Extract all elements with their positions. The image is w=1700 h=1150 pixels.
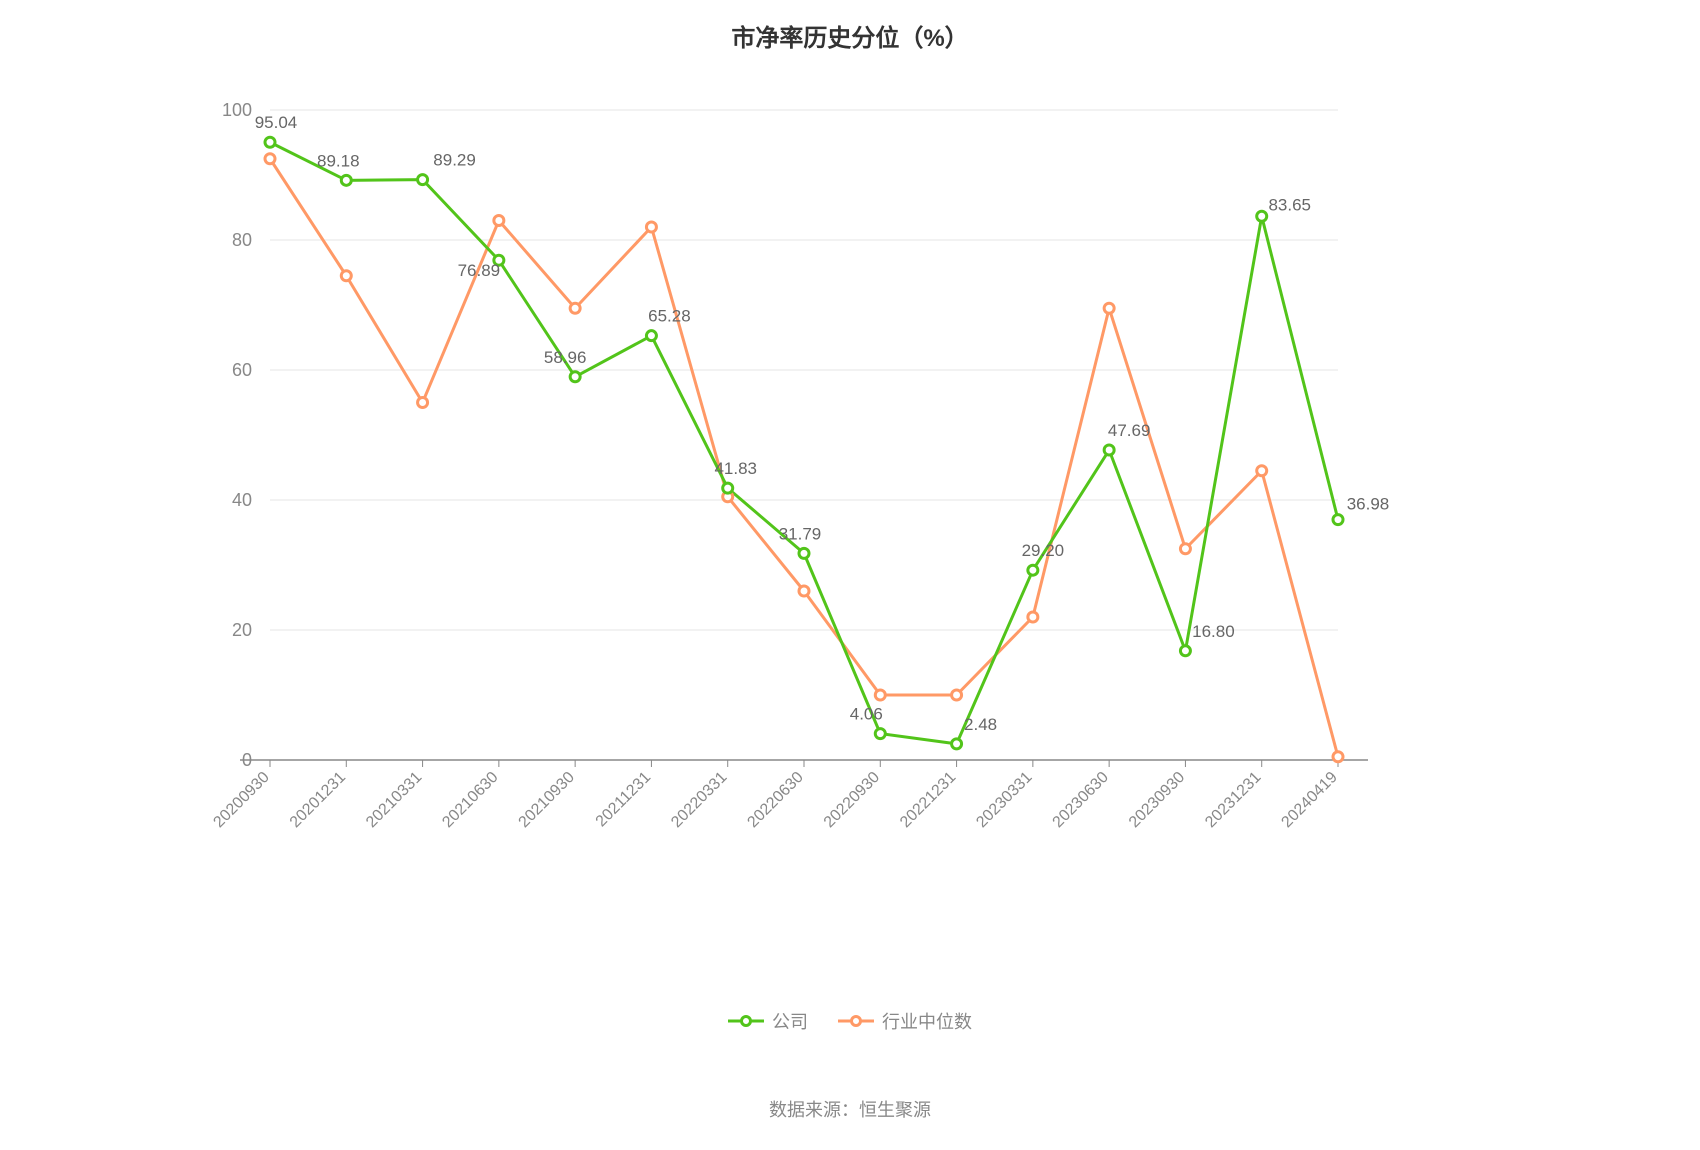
svg-text:20230930: 20230930	[1126, 769, 1188, 831]
svg-text:31.79: 31.79	[779, 524, 822, 543]
data-source: 数据来源：恒生聚源	[769, 1096, 931, 1122]
svg-text:100: 100	[222, 100, 252, 120]
svg-text:47.69: 47.69	[1108, 421, 1151, 440]
svg-text:83.65: 83.65	[1268, 195, 1311, 214]
svg-text:29.20: 29.20	[1022, 541, 1065, 560]
chart-container: 市净率历史分位（%） 02040608010020200930202012312…	[0, 0, 1700, 1150]
svg-text:20220630: 20220630	[744, 769, 806, 831]
svg-text:20220930: 20220930	[821, 769, 883, 831]
svg-text:76.89: 76.89	[458, 261, 501, 280]
line-chart: 0204060801002020093020201231202103312021…	[0, 0, 1700, 960]
svg-text:60: 60	[232, 360, 252, 380]
svg-text:20210930: 20210930	[516, 769, 578, 831]
legend-item-industry[interactable]: 行业中位数	[838, 1008, 972, 1034]
svg-text:2.48: 2.48	[964, 715, 997, 734]
svg-text:40: 40	[232, 490, 252, 510]
svg-text:58.96: 58.96	[544, 348, 587, 367]
svg-text:20221231: 20221231	[897, 769, 959, 831]
svg-text:89.29: 89.29	[433, 151, 476, 170]
svg-text:41.83: 41.83	[714, 459, 757, 478]
legend-marker-industry	[838, 1014, 874, 1028]
svg-text:80: 80	[232, 230, 252, 250]
svg-text:89.18: 89.18	[317, 151, 360, 170]
svg-text:4.06: 4.06	[850, 705, 883, 724]
svg-text:20201231: 20201231	[287, 769, 349, 831]
legend-item-company[interactable]: 公司	[728, 1008, 808, 1034]
legend-label-company: 公司	[772, 1008, 808, 1034]
legend: 公司 行业中位数	[728, 1008, 972, 1034]
svg-text:20230331: 20230331	[973, 769, 1035, 831]
svg-text:20211231: 20211231	[593, 769, 655, 831]
svg-text:36.98: 36.98	[1347, 495, 1390, 514]
svg-text:20230630: 20230630	[1050, 769, 1112, 831]
svg-text:20210331: 20210331	[363, 769, 425, 831]
svg-text:95.04: 95.04	[255, 113, 298, 132]
svg-text:16.80: 16.80	[1192, 622, 1235, 641]
svg-text:20240419: 20240419	[1278, 769, 1340, 831]
legend-label-industry: 行业中位数	[882, 1008, 972, 1034]
chart-title: 市净率历史分位（%）	[731, 18, 968, 53]
svg-text:20220331: 20220331	[668, 769, 730, 831]
legend-marker-company	[728, 1014, 764, 1028]
svg-text:20231231: 20231231	[1202, 769, 1264, 831]
svg-text:20210630: 20210630	[439, 769, 501, 831]
svg-text:20: 20	[232, 620, 252, 640]
svg-text:65.28: 65.28	[648, 307, 691, 326]
svg-text:20200930: 20200930	[210, 769, 272, 831]
